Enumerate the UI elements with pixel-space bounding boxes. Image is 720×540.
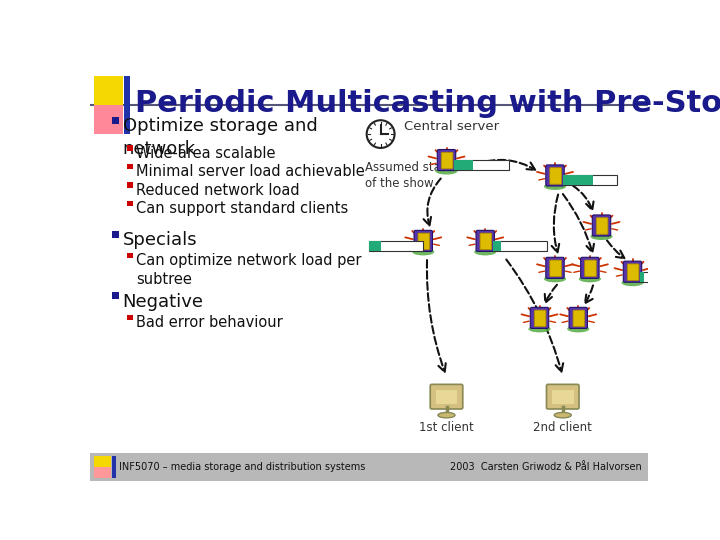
Text: Optimize storage and
network: Optimize storage and network [122, 117, 318, 158]
Text: Periodic Multicasting with Pre-Storage: Periodic Multicasting with Pre-Storage [135, 90, 720, 118]
Ellipse shape [579, 275, 601, 282]
FancyBboxPatch shape [476, 231, 495, 252]
Text: Central server: Central server [404, 120, 499, 133]
FancyBboxPatch shape [437, 150, 456, 171]
FancyBboxPatch shape [585, 260, 596, 276]
Text: 2nd client: 2nd client [534, 421, 592, 434]
Bar [563, 176, 593, 185]
Bar [552, 390, 574, 403]
Text: Wide-area scalable: Wide-area scalable [137, 146, 276, 161]
Ellipse shape [554, 413, 571, 418]
Bar [127, 164, 132, 169]
Ellipse shape [544, 183, 566, 190]
Circle shape [366, 120, 395, 148]
Ellipse shape [544, 275, 566, 282]
FancyBboxPatch shape [593, 215, 611, 236]
Ellipse shape [567, 326, 590, 333]
Text: Can optimize network load per
subtree: Can optimize network load per subtree [137, 253, 362, 287]
Bar [112, 231, 119, 238]
FancyBboxPatch shape [580, 257, 599, 279]
Bar [127, 253, 132, 259]
FancyBboxPatch shape [480, 233, 492, 249]
Bar [493, 241, 547, 251]
Bar [454, 160, 473, 170]
FancyBboxPatch shape [573, 310, 585, 327]
Bar [94, 464, 111, 477]
FancyBboxPatch shape [546, 384, 579, 409]
FancyBboxPatch shape [550, 168, 562, 184]
Ellipse shape [436, 167, 458, 174]
Ellipse shape [438, 413, 455, 418]
Bar [90, 453, 648, 481]
Bar [369, 241, 423, 251]
Text: Minimal server load achievable: Minimal server load achievable [137, 164, 365, 179]
Bar [640, 272, 644, 281]
Text: Reduced network load: Reduced network load [137, 183, 300, 198]
Bar [436, 390, 457, 403]
FancyBboxPatch shape [441, 152, 453, 169]
Text: INF5070 – media storage and distribution systems: INF5070 – media storage and distribution… [120, 462, 366, 472]
Ellipse shape [412, 248, 434, 255]
Text: 1st client: 1st client [419, 421, 474, 434]
Bar [127, 145, 132, 151]
FancyBboxPatch shape [546, 165, 564, 186]
Bar [127, 201, 132, 206]
Bar [112, 117, 119, 124]
Bar [94, 105, 123, 134]
FancyBboxPatch shape [569, 307, 588, 328]
FancyBboxPatch shape [418, 233, 430, 249]
Bar [94, 76, 123, 105]
Bar [563, 176, 617, 185]
Bar [94, 456, 111, 467]
Ellipse shape [474, 248, 496, 255]
Text: Specials: Specials [122, 231, 197, 249]
FancyBboxPatch shape [431, 384, 463, 409]
FancyBboxPatch shape [546, 257, 564, 279]
Bar [112, 456, 117, 477]
Text: 2003  Carsten Griwodz & Pål Halvorsen: 2003 Carsten Griwodz & Pål Halvorsen [450, 462, 642, 472]
FancyBboxPatch shape [531, 307, 549, 328]
Bar [112, 292, 119, 299]
FancyBboxPatch shape [550, 260, 562, 276]
Ellipse shape [621, 279, 644, 286]
FancyBboxPatch shape [596, 218, 608, 234]
FancyBboxPatch shape [627, 264, 639, 280]
Text: Negative: Negative [122, 293, 204, 310]
Bar [127, 315, 132, 320]
Text: Assumed start
of the show: Assumed start of the show [365, 161, 451, 190]
Text: Can support standard clients: Can support standard clients [137, 201, 348, 216]
FancyBboxPatch shape [534, 310, 546, 327]
Bar [493, 241, 501, 251]
Text: Bad error behaviour: Bad error behaviour [137, 315, 283, 330]
Bar [640, 272, 687, 281]
Ellipse shape [590, 233, 613, 240]
FancyBboxPatch shape [624, 261, 642, 282]
Ellipse shape [528, 326, 551, 333]
Bar [454, 160, 508, 170]
Bar [127, 182, 132, 187]
FancyBboxPatch shape [414, 231, 433, 252]
Bar [124, 76, 130, 134]
Bar [369, 241, 381, 251]
